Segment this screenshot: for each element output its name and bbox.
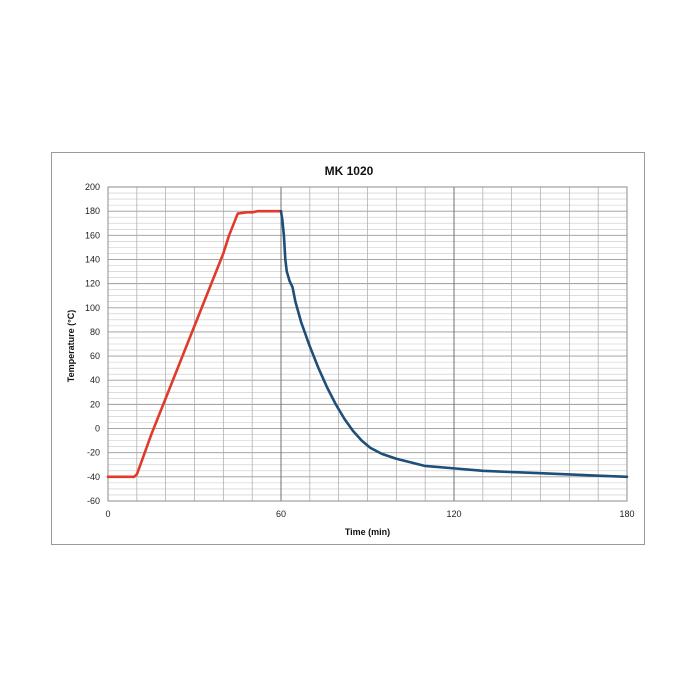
y-tick-label: 200 (85, 182, 100, 192)
y-axis-title: Temperature (°C) (66, 310, 76, 382)
y-tick-label: 180 (85, 206, 100, 216)
y-tick-label: -20 (87, 448, 100, 458)
y-tick-label: 60 (90, 351, 100, 361)
x-tick-label: 60 (276, 509, 286, 519)
y-tick-label: 100 (85, 303, 100, 313)
series-lines (106, 209, 629, 479)
plot-area-border (107, 186, 628, 502)
y-tick-label: 80 (90, 327, 100, 337)
y-tick-label: 0 (95, 424, 100, 434)
y-tick-label: -40 (87, 472, 100, 482)
x-axis-title: Time (min) (345, 527, 390, 537)
x-tick-label: 120 (446, 509, 461, 519)
x-tick-label: 180 (619, 509, 634, 519)
y-tick-label: -60 (87, 496, 100, 506)
series-line-cooling (279, 209, 629, 479)
y-tick-label: 20 (90, 399, 100, 409)
line-chart: MK 1020 -60 -40 -20 0 20 40 60 80 100 120 140 160 18… (66, 164, 635, 537)
y-tick-label: 120 (85, 279, 100, 289)
chart-frame: MK 1020 -60 -40 -20 0 20 40 60 80 100 120 140 160 18… (51, 152, 645, 545)
series-line-heating (106, 209, 283, 479)
chart-title: MK 1020 (325, 164, 374, 178)
grid (107, 186, 628, 502)
x-tick-label: 0 (105, 509, 110, 519)
tick-labels: -60 -40 -20 0 20 40 60 80 100 120 140 160 180 200 0 60 1… (85, 182, 635, 519)
y-tick-label: 40 (90, 375, 100, 385)
y-tick-label: 160 (85, 230, 100, 240)
y-tick-label: 140 (85, 254, 100, 264)
